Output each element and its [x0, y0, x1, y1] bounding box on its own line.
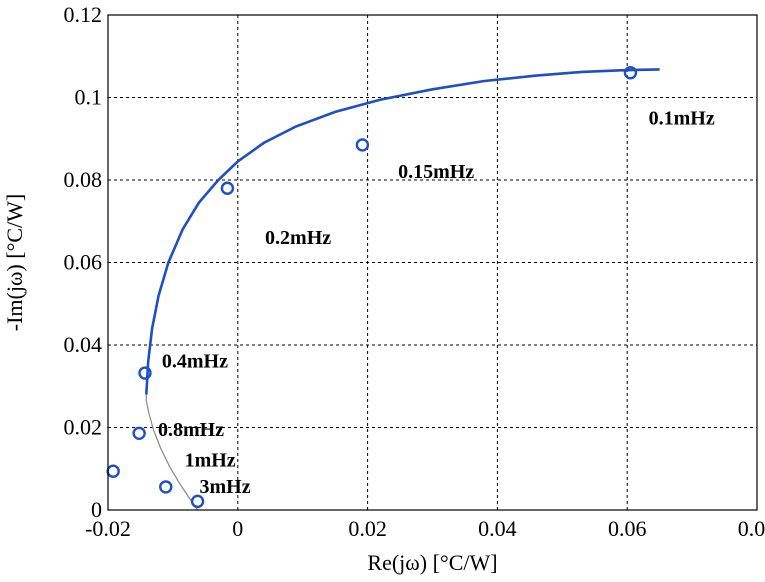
series-line: [145, 68, 660, 395]
series-line: [145, 394, 199, 511]
y-axis-title: -Im(jω) [°C/W]: [2, 194, 27, 332]
y-tick-labels: 0 0.02 0.04 0.06 0.08 0.1 0.12: [64, 2, 103, 522]
frequency-label: 0.15mHz: [398, 161, 474, 183]
data-point: [132, 426, 146, 440]
x-tick-labels: -0.02 0 0.02 0.04 0.06 0.08: [85, 516, 765, 541]
x-tick-label: 0.02: [348, 516, 387, 541]
y-tick-label: 0.12: [64, 2, 103, 27]
frequency-label: 0.4mHz: [162, 351, 228, 373]
frequency-label: 3mHz: [200, 476, 251, 498]
y-tick-label: 0.02: [64, 415, 103, 440]
data-point: [355, 138, 370, 152]
data-point: [623, 66, 638, 80]
y-tick-label: 0: [91, 497, 102, 522]
data-point: [159, 480, 173, 494]
annotation-layer: 0.1mHz 0.15mHz 0.2mHz 0.4mHz 0.8mHz 1mHz 3mHz: [158, 107, 715, 498]
x-tick-label: 0.08: [738, 516, 765, 541]
x-tick-label: 0: [232, 516, 243, 541]
y-tick-label: 0.06: [64, 250, 103, 275]
x-axis-title: Re(jω) [°C/W]: [367, 550, 497, 575]
data-point: [190, 494, 205, 509]
data-point: [106, 464, 120, 478]
y-tick-label: 0.04: [64, 332, 103, 357]
frequency-label: 0.8mHz: [158, 419, 224, 441]
marker-layer: [106, 66, 638, 509]
series-layer: [145, 68, 660, 511]
x-tick-label: 0.04: [478, 516, 517, 541]
frequency-label: 1mHz: [185, 450, 236, 472]
data-point: [220, 181, 235, 195]
x-tick-label: 0.06: [608, 516, 647, 541]
data-point: [138, 366, 152, 380]
grid-lines: [108, 15, 757, 510]
plot-frame: [107, 14, 758, 511]
x-tick-label: -0.02: [85, 516, 131, 541]
y-tick-label: 0.1: [75, 85, 103, 110]
frequency-label: 0.1mHz: [649, 107, 715, 129]
frequency-label: 0.2mHz: [265, 227, 331, 249]
y-tick-label: 0.08: [64, 167, 103, 192]
